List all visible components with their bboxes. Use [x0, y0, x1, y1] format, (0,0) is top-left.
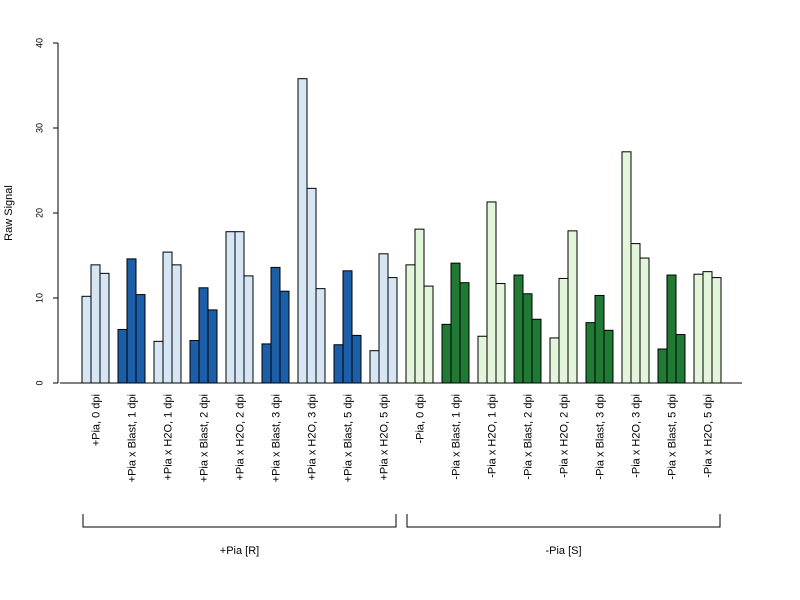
bar: [630, 243, 641, 384]
bar: [702, 271, 713, 384]
y-tick-label: 10: [34, 293, 44, 303]
bar: [549, 337, 560, 384]
bar: [198, 287, 209, 384]
bar: [261, 343, 272, 384]
bar: [387, 277, 398, 384]
x-tick-label: -Pia x H2O, 5 dpi: [703, 394, 715, 478]
bar: [495, 283, 506, 384]
bar: [486, 201, 497, 384]
bar: [135, 294, 146, 384]
bar: [657, 348, 668, 384]
bar: [90, 264, 101, 384]
bar: [270, 266, 281, 384]
x-tick-label: +Pia x Blast, 2 dpi: [199, 394, 211, 482]
y-tick-label: 40: [34, 38, 44, 48]
bar: [567, 230, 578, 384]
x-tick-label: -Pia x Blast, 5 dpi: [667, 394, 679, 480]
bar: [603, 329, 614, 384]
bar: [459, 282, 470, 384]
bar: [81, 295, 92, 384]
bar: [297, 78, 308, 384]
bar: [117, 328, 128, 384]
x-tick-label: +Pia x H2O, 1 dpi: [163, 394, 175, 481]
x-tick-label: -Pia x Blast, 1 dpi: [451, 394, 463, 480]
bar: [306, 187, 317, 384]
x-tick-label: -Pia x H2O, 2 dpi: [559, 394, 571, 478]
x-tick-label: -Pia x Blast, 3 dpi: [595, 394, 607, 480]
bar: [477, 335, 488, 384]
y-tick-label: 0: [34, 380, 44, 385]
bar: [351, 334, 362, 384]
bar: [693, 273, 704, 384]
bar: [414, 228, 425, 384]
x-tick-label: +Pia x Blast, 5 dpi: [343, 394, 355, 482]
bar: [558, 277, 569, 384]
x-tick-label: -Pia x H2O, 3 dpi: [631, 394, 643, 478]
bar: [405, 264, 416, 384]
bar: [342, 270, 353, 384]
bar: [531, 318, 542, 384]
x-tick-label: -Pia x H2O, 1 dpi: [487, 394, 499, 478]
group-bracket: [406, 514, 721, 528]
bar: [315, 288, 326, 384]
x-tick-label: +Pia, 0 dpi: [91, 394, 103, 446]
group-label: -Pia [S]: [545, 545, 581, 557]
bar: [369, 350, 380, 384]
x-tick-label: +Pia x Blast, 1 dpi: [127, 394, 139, 482]
bar: [513, 274, 524, 384]
bar: [99, 272, 110, 384]
group-brackets: +Pia [R] -Pia [S]: [82, 514, 721, 557]
bar: [450, 262, 461, 384]
category-labels: +Pia, 0 dpi +Pia x Blast, 1 dpi +Pia x H2O…: [91, 394, 715, 482]
y-tick-label: 20: [34, 208, 44, 218]
x-tick-label: +Pia x H2O, 5 dpi: [379, 394, 391, 481]
x-tick-label: +Pia x H2O, 2 dpi: [235, 394, 247, 481]
bar: [639, 257, 650, 384]
bar: [711, 277, 722, 384]
bar: [522, 293, 533, 384]
bar: [585, 322, 596, 384]
bar: [666, 274, 677, 384]
bar: [378, 253, 389, 384]
bar: [594, 294, 605, 384]
bar: [225, 231, 236, 384]
bar: [189, 340, 200, 384]
bar: [171, 264, 182, 384]
bar: [234, 231, 245, 384]
bar: [621, 151, 632, 384]
bar: [675, 334, 686, 384]
bar: [279, 290, 290, 384]
bar: [243, 275, 254, 384]
bar: [207, 309, 218, 384]
bar: [441, 323, 452, 384]
bar: [153, 340, 164, 384]
bar: [333, 344, 344, 384]
y-axis-title: Raw Signal: [3, 185, 15, 241]
bar: [126, 258, 137, 384]
x-tick-label: -Pia, 0 dpi: [415, 394, 427, 444]
x-tick-label: +Pia x Blast, 3 dpi: [271, 394, 283, 482]
x-tick-label: -Pia x Blast, 2 dpi: [523, 394, 535, 480]
y-tick-label: 30: [34, 123, 44, 133]
bar: [423, 285, 434, 384]
y-axis: 0 10 20 30 40: [34, 38, 59, 386]
group-label: +Pia [R]: [220, 545, 259, 557]
x-tick-label: +Pia x H2O, 3 dpi: [307, 394, 319, 481]
bars: [81, 78, 722, 384]
group-bracket: [82, 514, 397, 528]
bar: [162, 251, 173, 384]
